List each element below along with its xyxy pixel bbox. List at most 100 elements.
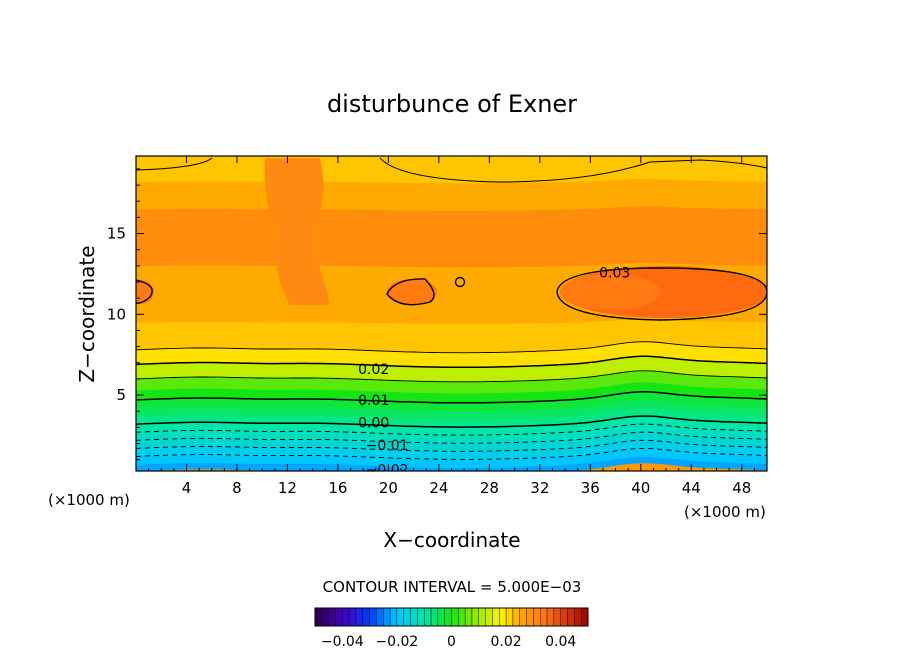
upper-plume <box>264 158 330 305</box>
contour-0-02-top <box>136 157 767 183</box>
x-tick-label: 36 <box>581 479 600 497</box>
contour-line <box>136 415 767 428</box>
contour-line <box>136 355 767 369</box>
contour-0-03-small <box>454 276 466 288</box>
colorbar-tick-label: −0.02 <box>375 634 418 650</box>
y-tick-label: 10 <box>107 305 126 323</box>
max-region-center <box>387 279 437 305</box>
x-units-right: (×1000 m) <box>684 503 766 521</box>
contour-lines <box>136 341 767 460</box>
contour-line <box>136 341 767 354</box>
contour-band <box>136 156 767 184</box>
contour-label: 0.00 <box>358 416 389 432</box>
colorbar-swatch <box>533 607 541 627</box>
colorbar-swatch <box>383 607 391 627</box>
x-tick-label: 28 <box>480 479 499 497</box>
colorbar-swatch <box>376 607 384 627</box>
colorbar-swatch <box>369 607 377 627</box>
x-axis-label: X−coordinate <box>383 528 520 552</box>
x-tick-label: 12 <box>278 479 297 497</box>
colorbar-swatch <box>355 607 363 627</box>
x-tick-label: 24 <box>429 479 448 497</box>
contour-line <box>136 431 767 444</box>
contour-0-03-right <box>556 267 767 321</box>
contour-line <box>136 423 767 436</box>
colorbar-swatch <box>499 607 507 627</box>
colorbar-swatch <box>505 607 514 627</box>
max-region-left <box>136 280 154 304</box>
contour-label: −0.02 <box>366 462 409 478</box>
x-tick-label: 4 <box>182 479 192 497</box>
colorbar-swatch <box>546 607 555 627</box>
colorbar-swatch <box>464 607 473 627</box>
colorbar-frame <box>314 607 589 627</box>
chart-title: disturbunce of Exner <box>327 90 577 118</box>
colorbar-swatch <box>389 607 398 627</box>
contour-label: 0.02 <box>358 362 389 378</box>
contour-line <box>136 391 767 404</box>
colorbar-swatch <box>574 607 582 627</box>
colorbar-swatch <box>342 607 350 627</box>
colorbar-swatch <box>362 607 370 627</box>
colorbar-swatch <box>424 607 432 627</box>
contour-labels: 0.03 0.02 0.01 0.00 −0.01 −0.02 <box>358 265 630 478</box>
colorbar-swatch <box>519 607 527 627</box>
colorbar-swatch <box>444 607 452 627</box>
contour-0-03-left <box>136 279 153 304</box>
x-tick-label: 44 <box>682 479 701 497</box>
contour-label: 0.01 <box>358 393 389 409</box>
colorbar-swatch <box>471 607 480 627</box>
colorbar-ticks: −0.04 −0.02 0 0.02 0.04 <box>321 634 577 650</box>
contour-plot-area: 0.03 0.02 0.01 0.00 −0.01 −0.02 <box>136 156 767 478</box>
colorbar-swatch <box>348 607 357 627</box>
contour-interval-label: CONTOUR INTERVAL = 5.000E−03 <box>323 578 582 596</box>
x-units-left: (×1000 m) <box>48 491 130 509</box>
colorbar-swatch <box>492 607 500 627</box>
colorbar-swatch <box>403 607 411 627</box>
y-axis-label: Z−coordinate <box>75 245 99 382</box>
x-tick-label: 40 <box>631 479 650 497</box>
colorbar-swatch <box>553 607 561 627</box>
colorbar-tick-label: 0.04 <box>545 634 576 650</box>
contour-band <box>136 178 767 211</box>
colorbar-swatch <box>485 607 493 627</box>
colorbar <box>314 607 589 627</box>
colorbar-swatch <box>560 607 568 627</box>
x-tick-label: 32 <box>530 479 549 497</box>
colorbar-swatch <box>430 607 439 627</box>
contour-band <box>136 205 767 268</box>
colorbar-swatch <box>410 607 418 627</box>
contour-label: −0.01 <box>366 438 409 454</box>
colorbar-swatch <box>567 607 575 627</box>
colorbar-swatch <box>321 607 329 627</box>
x-tick-label: 8 <box>232 479 242 497</box>
contour-0-03-center <box>386 278 435 306</box>
colorbar-swatch <box>417 607 425 627</box>
colorbar-tick-label: −0.04 <box>321 634 364 650</box>
contour-line <box>136 447 767 460</box>
y-tick-label: 15 <box>107 225 126 243</box>
colorbar-swatch <box>512 607 520 627</box>
x-tick-label: 20 <box>379 479 398 497</box>
colorbar-swatch <box>478 607 486 627</box>
colorbar-swatch <box>328 607 336 627</box>
colorbar-swatch <box>458 607 466 627</box>
colorbar-swatch <box>437 607 445 627</box>
colorbar-swatch <box>335 607 343 627</box>
contour-label: 0.03 <box>599 265 630 281</box>
x-tick-label: 16 <box>328 479 347 497</box>
colorbar-swatch <box>451 607 459 627</box>
colorbar-swatch <box>396 607 404 627</box>
colorbar-swatch <box>580 607 589 627</box>
colorbar-swatch <box>540 607 548 627</box>
max-region-right-inner <box>560 274 660 310</box>
colorbar-tick-label: 0.02 <box>491 634 522 650</box>
y-axis-ticks: 5 10 15 <box>107 168 767 461</box>
colorbar-swatch <box>526 607 534 627</box>
contour-line <box>136 439 767 452</box>
x-tick-label: 48 <box>732 479 751 497</box>
colorbar-swatch <box>314 607 323 627</box>
y-tick-label: 5 <box>116 386 126 404</box>
colorbar-tick-label: 0 <box>447 634 456 650</box>
